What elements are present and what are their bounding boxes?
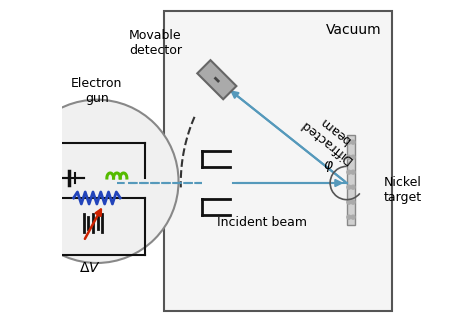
- Circle shape: [347, 215, 351, 219]
- Circle shape: [347, 185, 351, 189]
- Polygon shape: [197, 60, 236, 99]
- Circle shape: [347, 200, 351, 204]
- Circle shape: [351, 155, 355, 159]
- Bar: [164, 11, 392, 311]
- Circle shape: [347, 155, 351, 159]
- Text: $\Delta V$: $\Delta V$: [80, 261, 101, 275]
- Circle shape: [351, 170, 355, 174]
- Text: $\varphi$: $\varphi$: [323, 159, 334, 174]
- Text: Movable
detector: Movable detector: [129, 29, 182, 57]
- Circle shape: [351, 215, 355, 219]
- Text: Nickel
target: Nickel target: [383, 176, 421, 204]
- Circle shape: [351, 185, 355, 189]
- Text: Vacuum: Vacuum: [326, 23, 381, 37]
- Circle shape: [351, 140, 355, 144]
- Circle shape: [347, 140, 351, 144]
- Text: Electron
gun: Electron gun: [71, 77, 122, 106]
- Circle shape: [351, 200, 355, 204]
- Circle shape: [347, 170, 351, 174]
- Bar: [347, 135, 355, 225]
- Circle shape: [15, 100, 179, 263]
- Text: Diffracted
beam: Diffracted beam: [298, 105, 364, 166]
- Text: Incident beam: Incident beam: [217, 216, 307, 229]
